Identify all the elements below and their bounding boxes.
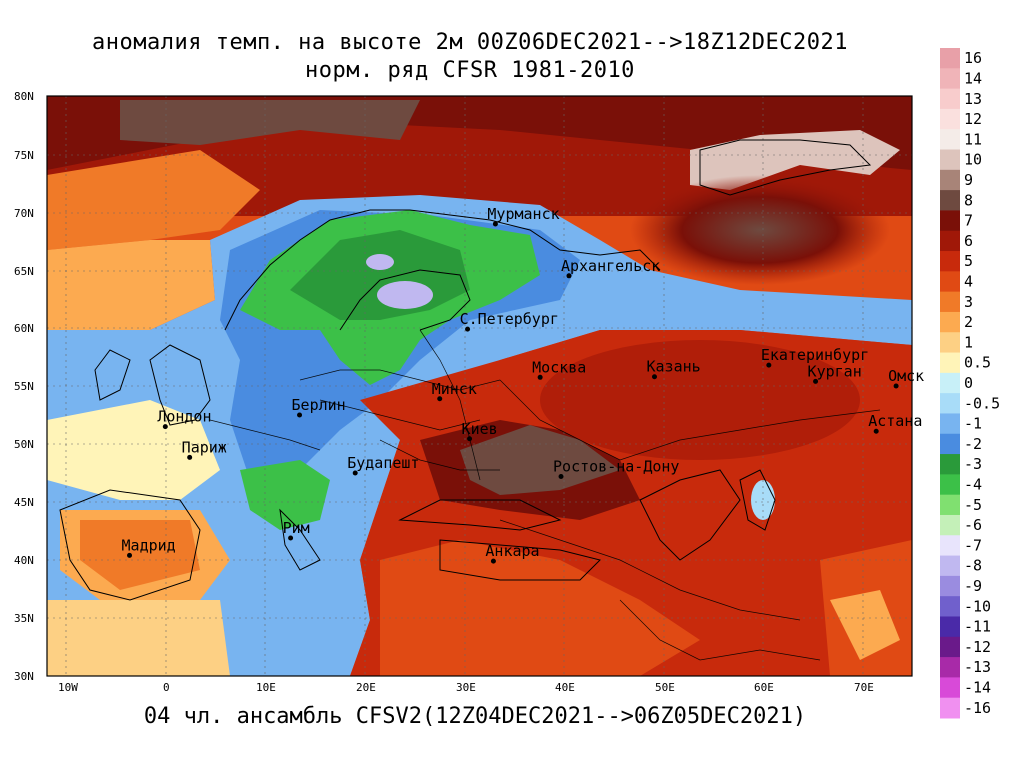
map-title: аномалия темп. на высоте 2м 00Z06DEC2021… <box>92 30 848 55</box>
city-label: Рим <box>283 519 310 537</box>
lon-tick-label: 10E <box>256 681 276 694</box>
city-label: Ростов-на-Дону <box>553 457 679 475</box>
city-label: Мадрид <box>122 536 176 554</box>
city-dot <box>813 378 819 384</box>
lat-tick-label: 65N <box>14 265 34 278</box>
city-markers: Мурманск Архангельск С.Петербург Москва Каза… <box>122 205 924 564</box>
city-label: Берлин <box>292 396 346 414</box>
city-label: Омск <box>888 367 924 385</box>
city-dot <box>766 362 772 368</box>
city-dot <box>651 374 657 380</box>
map-frame <box>46 95 913 677</box>
city-marker: Киев <box>462 420 498 442</box>
lat-tick-label: 70N <box>14 207 34 220</box>
lat-tick-label: 45N <box>14 496 34 509</box>
city-marker: Астана <box>868 412 922 434</box>
city-marker: Рим <box>283 519 310 541</box>
ensemble-footer: 04 чл. ансамбль CFSV2(12Z04DEC2021-->06Z… <box>143 704 807 729</box>
city-dot <box>537 374 543 380</box>
city-label: Курган <box>808 362 862 380</box>
lon-tick-label: 10W <box>58 681 78 694</box>
city-label: С.Петербург <box>460 310 559 328</box>
city-dot <box>465 326 471 332</box>
city-marker: Мадрид <box>122 536 176 558</box>
city-dot <box>297 412 303 418</box>
lat-tick-label: 35N <box>14 612 34 625</box>
coastlines <box>59 139 872 601</box>
city-label: Мурманск <box>487 205 559 223</box>
city-label: Киев <box>462 420 498 438</box>
city-marker: Париж <box>182 438 227 460</box>
city-dot <box>566 273 572 279</box>
lon-tick-label: 70E <box>854 681 874 694</box>
lon-tick-label: 50E <box>655 681 675 694</box>
lon-tick-label: 20E <box>356 681 376 694</box>
lon-tick-label: 60E <box>754 681 774 694</box>
longitude-labels: 10W 0 10E 20E 30E 40E 50E 60E 70E <box>58 681 874 694</box>
lat-tick-label: 40N <box>14 554 34 567</box>
city-marker: Минск <box>432 380 477 402</box>
city-marker: С.Петербург <box>460 310 559 332</box>
city-label: Будапешт <box>347 454 419 472</box>
city-marker: Анкара <box>485 542 540 564</box>
graticule <box>47 96 912 676</box>
lat-tick-label: 55N <box>14 380 34 393</box>
city-marker: Мурманск <box>487 205 560 227</box>
city-dot <box>873 428 879 434</box>
city-label: Казань <box>646 358 700 376</box>
country-borders <box>209 329 881 661</box>
city-marker: Ростов-на-Дону <box>553 457 679 479</box>
city-dot <box>467 436 473 442</box>
city-label: Анкара <box>485 542 539 560</box>
lat-tick-label: 75N <box>14 149 34 162</box>
city-dot <box>492 221 498 227</box>
city-marker: Омск <box>888 367 924 389</box>
city-dot <box>352 470 358 476</box>
city-marker: Москва <box>532 358 586 380</box>
lat-tick-label: 80N <box>14 90 34 103</box>
lat-tick-label: 30N <box>14 670 34 683</box>
city-dot <box>490 558 496 564</box>
lat-tick-label: 60N <box>14 322 34 335</box>
city-dot <box>288 535 294 541</box>
lon-tick-label: 0 <box>163 681 170 694</box>
city-marker: Курган <box>808 362 862 384</box>
city-label: Минск <box>432 380 477 398</box>
city-dot <box>558 473 564 479</box>
map-subtitle: норм. ряд CFSR 1981-2010 <box>305 58 635 83</box>
city-dot <box>187 454 193 460</box>
city-label: Москва <box>532 358 586 376</box>
city-label: Архангельск <box>561 257 660 275</box>
lon-tick-label: 30E <box>456 681 476 694</box>
city-marker: Екатеринбург <box>761 346 869 368</box>
lon-tick-label: 40E <box>555 681 575 694</box>
city-marker: Казань <box>646 358 701 380</box>
city-dot <box>162 424 168 430</box>
city-label: Астана <box>868 412 922 430</box>
lat-tick-label: 50N <box>14 438 34 451</box>
city-dot <box>893 383 899 389</box>
city-marker: Будапешт <box>347 454 419 476</box>
city-label: Лондон <box>157 408 211 426</box>
city-dot <box>127 552 133 558</box>
city-label: Париж <box>182 438 227 456</box>
city-marker: Архангельск <box>561 257 660 279</box>
latitude-labels: 30N 35N 40N 45N 50N 55N 60N 65N 70N 75N … <box>14 90 34 683</box>
city-label: Екатеринбург <box>761 346 869 364</box>
city-dot <box>437 396 443 402</box>
city-marker: Берлин <box>292 396 346 418</box>
city-marker: Лондон <box>157 408 212 430</box>
